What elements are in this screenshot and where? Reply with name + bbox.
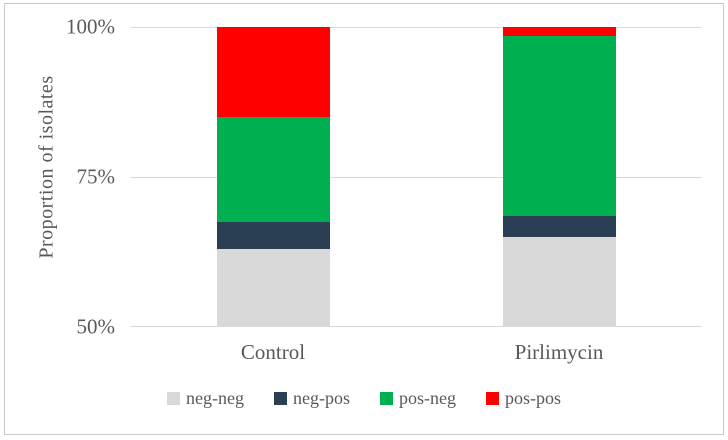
plot-area xyxy=(130,27,702,327)
bar-segment-neg-neg xyxy=(503,237,616,327)
bar-segment-pos-neg xyxy=(503,36,616,216)
legend-label: pos-pos xyxy=(504,388,561,408)
stacked-bar-control xyxy=(217,27,330,327)
legend-item-pos-pos: pos-pos xyxy=(485,388,561,408)
gridline xyxy=(130,27,702,28)
legend-swatch-pos-neg xyxy=(379,391,393,405)
x-category-label: Pirlimycin xyxy=(514,340,604,364)
legend-item-neg-neg: neg-neg xyxy=(167,389,244,407)
bar-segment-neg-pos xyxy=(503,216,616,237)
legend: neg-neg neg-pos pos-neg pos-pos xyxy=(0,389,728,407)
legend-swatch-pos-pos xyxy=(485,391,499,405)
legend-swatch-neg-neg xyxy=(167,391,180,405)
bar-segment-pos-pos xyxy=(217,27,330,117)
legend-item-neg-pos: neg-pos xyxy=(273,388,350,408)
legend-label: pos-neg xyxy=(398,388,456,408)
bar-segment-pos-neg xyxy=(217,117,330,222)
y-tick-label: 100% xyxy=(66,14,115,39)
x-category-label: Control xyxy=(240,340,306,364)
legend-label: neg-pos xyxy=(292,388,350,408)
y-tick-label: 75% xyxy=(76,164,116,189)
stacked-bar-pirlimycin xyxy=(503,27,616,327)
y-tick-label: 50% xyxy=(76,314,116,339)
bar-segment-neg-neg xyxy=(217,249,330,327)
bar-segment-neg-pos xyxy=(217,222,330,249)
legend-swatch-neg-pos xyxy=(273,391,287,405)
bar-segment-pos-pos xyxy=(503,27,616,36)
legend-label: neg-neg xyxy=(186,388,244,408)
x-axis-line xyxy=(130,326,702,327)
gridline xyxy=(130,177,702,178)
legend-item-pos-neg: pos-neg xyxy=(379,388,456,408)
